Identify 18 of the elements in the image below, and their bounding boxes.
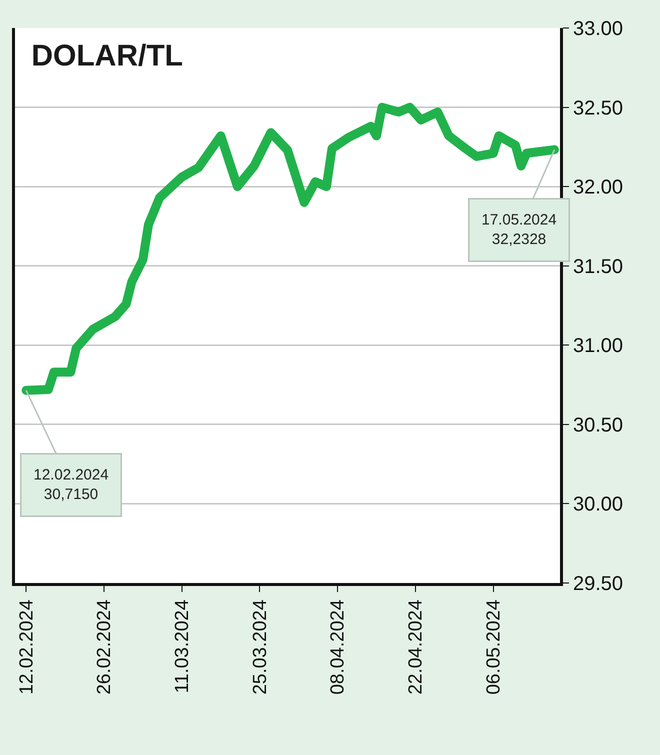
x-tick-label: 11.03.2024 (172, 599, 194, 694)
annotation: 17.05.2024 32,2328 (482, 212, 557, 248)
x-tick-label: 22.04.2024 (406, 599, 427, 695)
x-tick-label: 08.04.2024 (328, 599, 349, 695)
y-tick-label: 30.50 (573, 414, 624, 436)
y-tick-label: 32.50 (573, 97, 624, 120)
y-tick-label: 31.50 (573, 256, 624, 278)
y-tick-label: 32.00 (573, 176, 624, 199)
y-tick-label: 29.50 (573, 573, 624, 595)
y-tick-label: 30.00 (573, 494, 624, 516)
chart-title: DOLAR/TL (31, 40, 183, 73)
annotation: 12.02.2024 30,7150 (34, 466, 109, 503)
y-tick-label: 33.00 (573, 18, 624, 40)
y-tick-label: 31.00 (573, 335, 624, 358)
x-tick-label: 25.03.2024 (250, 599, 271, 695)
x-tick-label: 06.05.2024 (483, 599, 504, 695)
x-tick-label: 12.02.2024 (16, 599, 38, 695)
x-tick-label: 26.02.2024 (94, 599, 116, 695)
